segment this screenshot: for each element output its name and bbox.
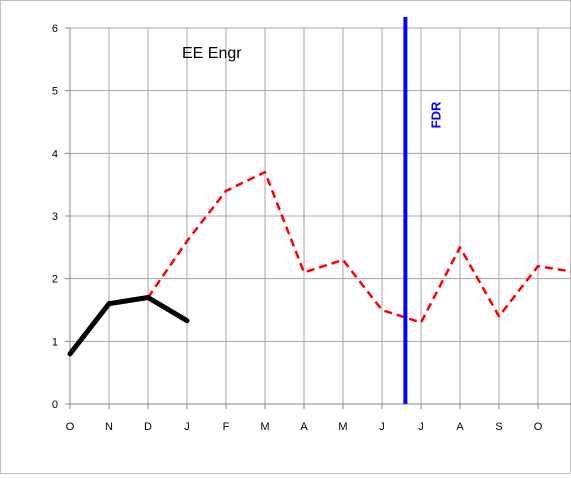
fdr-label: FDR [428, 101, 443, 128]
x-tick-label: A [300, 421, 308, 433]
x-tick-label: A [456, 421, 464, 433]
y-tick-label: 4 [52, 148, 58, 160]
x-tick-label: O [66, 421, 75, 433]
y-tick-label: 5 [52, 86, 58, 98]
y-tick-label: 6 [52, 23, 58, 35]
chart-title: EE Engr [182, 45, 242, 62]
x-tick-label: S [495, 421, 502, 433]
x-tick-label: O [534, 421, 543, 433]
x-tick-label: J [379, 421, 385, 433]
y-tick-label: 3 [52, 211, 58, 223]
x-tick-label: N [105, 421, 113, 433]
x-tick-label: J [418, 421, 424, 433]
x-tick-label: M [338, 421, 347, 433]
x-tick-label: M [260, 421, 269, 433]
x-tick-label: D [144, 421, 152, 433]
x-tick-label: F [223, 421, 230, 433]
y-tick-label: 1 [52, 336, 58, 348]
y-tick-label: 0 [52, 399, 58, 411]
x-tick-label: J [184, 421, 190, 433]
y-tick-label: 2 [52, 274, 58, 286]
